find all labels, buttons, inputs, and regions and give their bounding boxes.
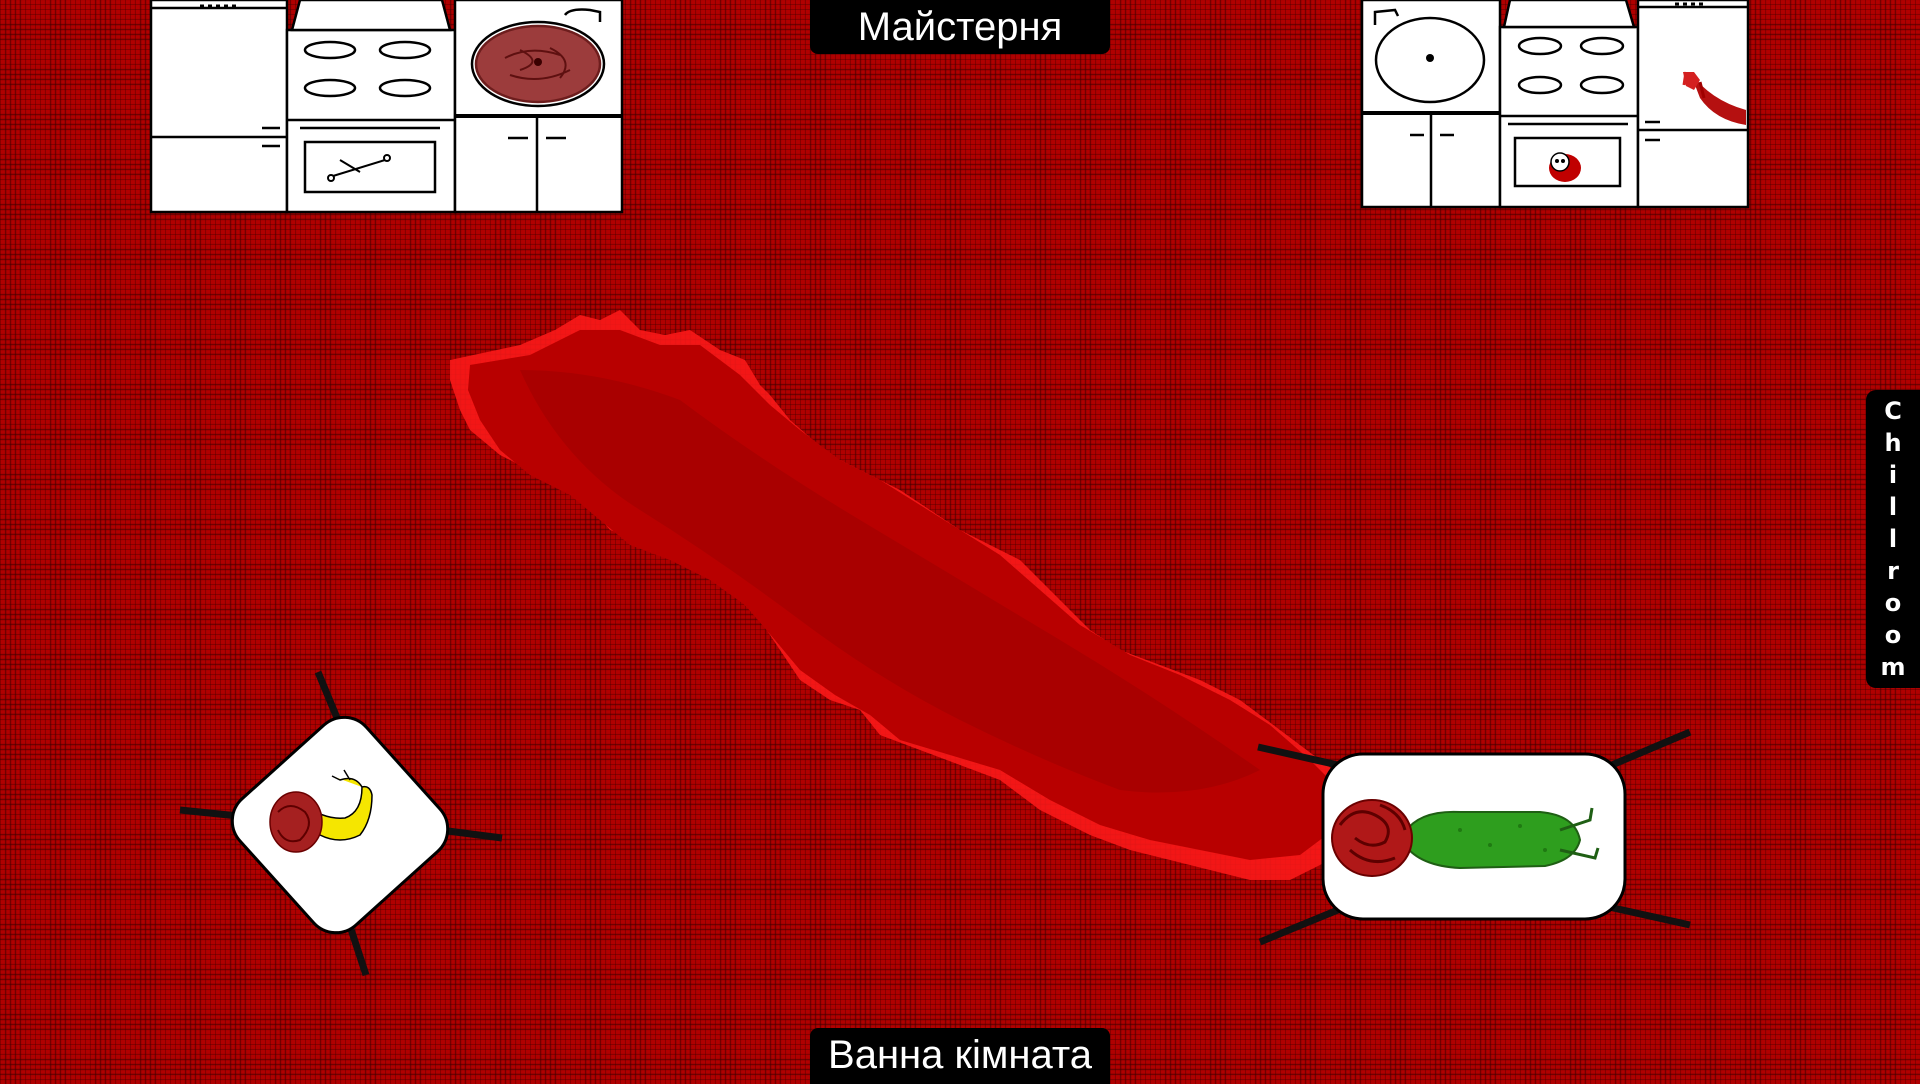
green-creature-figure[interactable]	[1331, 799, 1600, 877]
bloody-hand-icon	[1682, 71, 1746, 125]
skull-icon	[1549, 152, 1581, 182]
left-kitchen	[149, 0, 624, 214]
sink-icon	[1374, 16, 1486, 104]
door-top-workshop[interactable]: Майстерня	[810, 0, 1110, 54]
yellow-creature-figure[interactable]	[269, 769, 373, 853]
right-kitchen	[1360, 0, 1750, 209]
door-right-letter: C	[1884, 397, 1902, 425]
counter-with-sink-right[interactable]	[1360, 0, 1502, 209]
bone-icon	[327, 154, 391, 182]
fridge-left[interactable]	[149, 0, 289, 214]
door-right-letter: h	[1884, 429, 1902, 457]
fridge-right[interactable]	[1636, 0, 1750, 209]
door-right-letter: o	[1884, 589, 1902, 617]
door-right-letter: l	[1888, 493, 1898, 521]
small-bed[interactable]	[179, 670, 503, 977]
door-right-letter: l	[1888, 525, 1898, 553]
large-bed[interactable]	[1257, 728, 1692, 946]
door-right-letter: r	[1887, 557, 1899, 585]
door-right-letter: o	[1884, 621, 1902, 649]
door-right-letter: i	[1888, 461, 1898, 489]
stove-left[interactable]	[285, 0, 457, 214]
meat-pan-icon	[470, 20, 606, 108]
door-right-letter: m	[1880, 653, 1906, 681]
blood-trail	[450, 310, 1380, 880]
door-bottom-bathroom[interactable]: Ванна кімната	[810, 1028, 1110, 1084]
stove-right[interactable]	[1498, 0, 1640, 209]
counter-with-pan-left[interactable]	[453, 0, 624, 214]
